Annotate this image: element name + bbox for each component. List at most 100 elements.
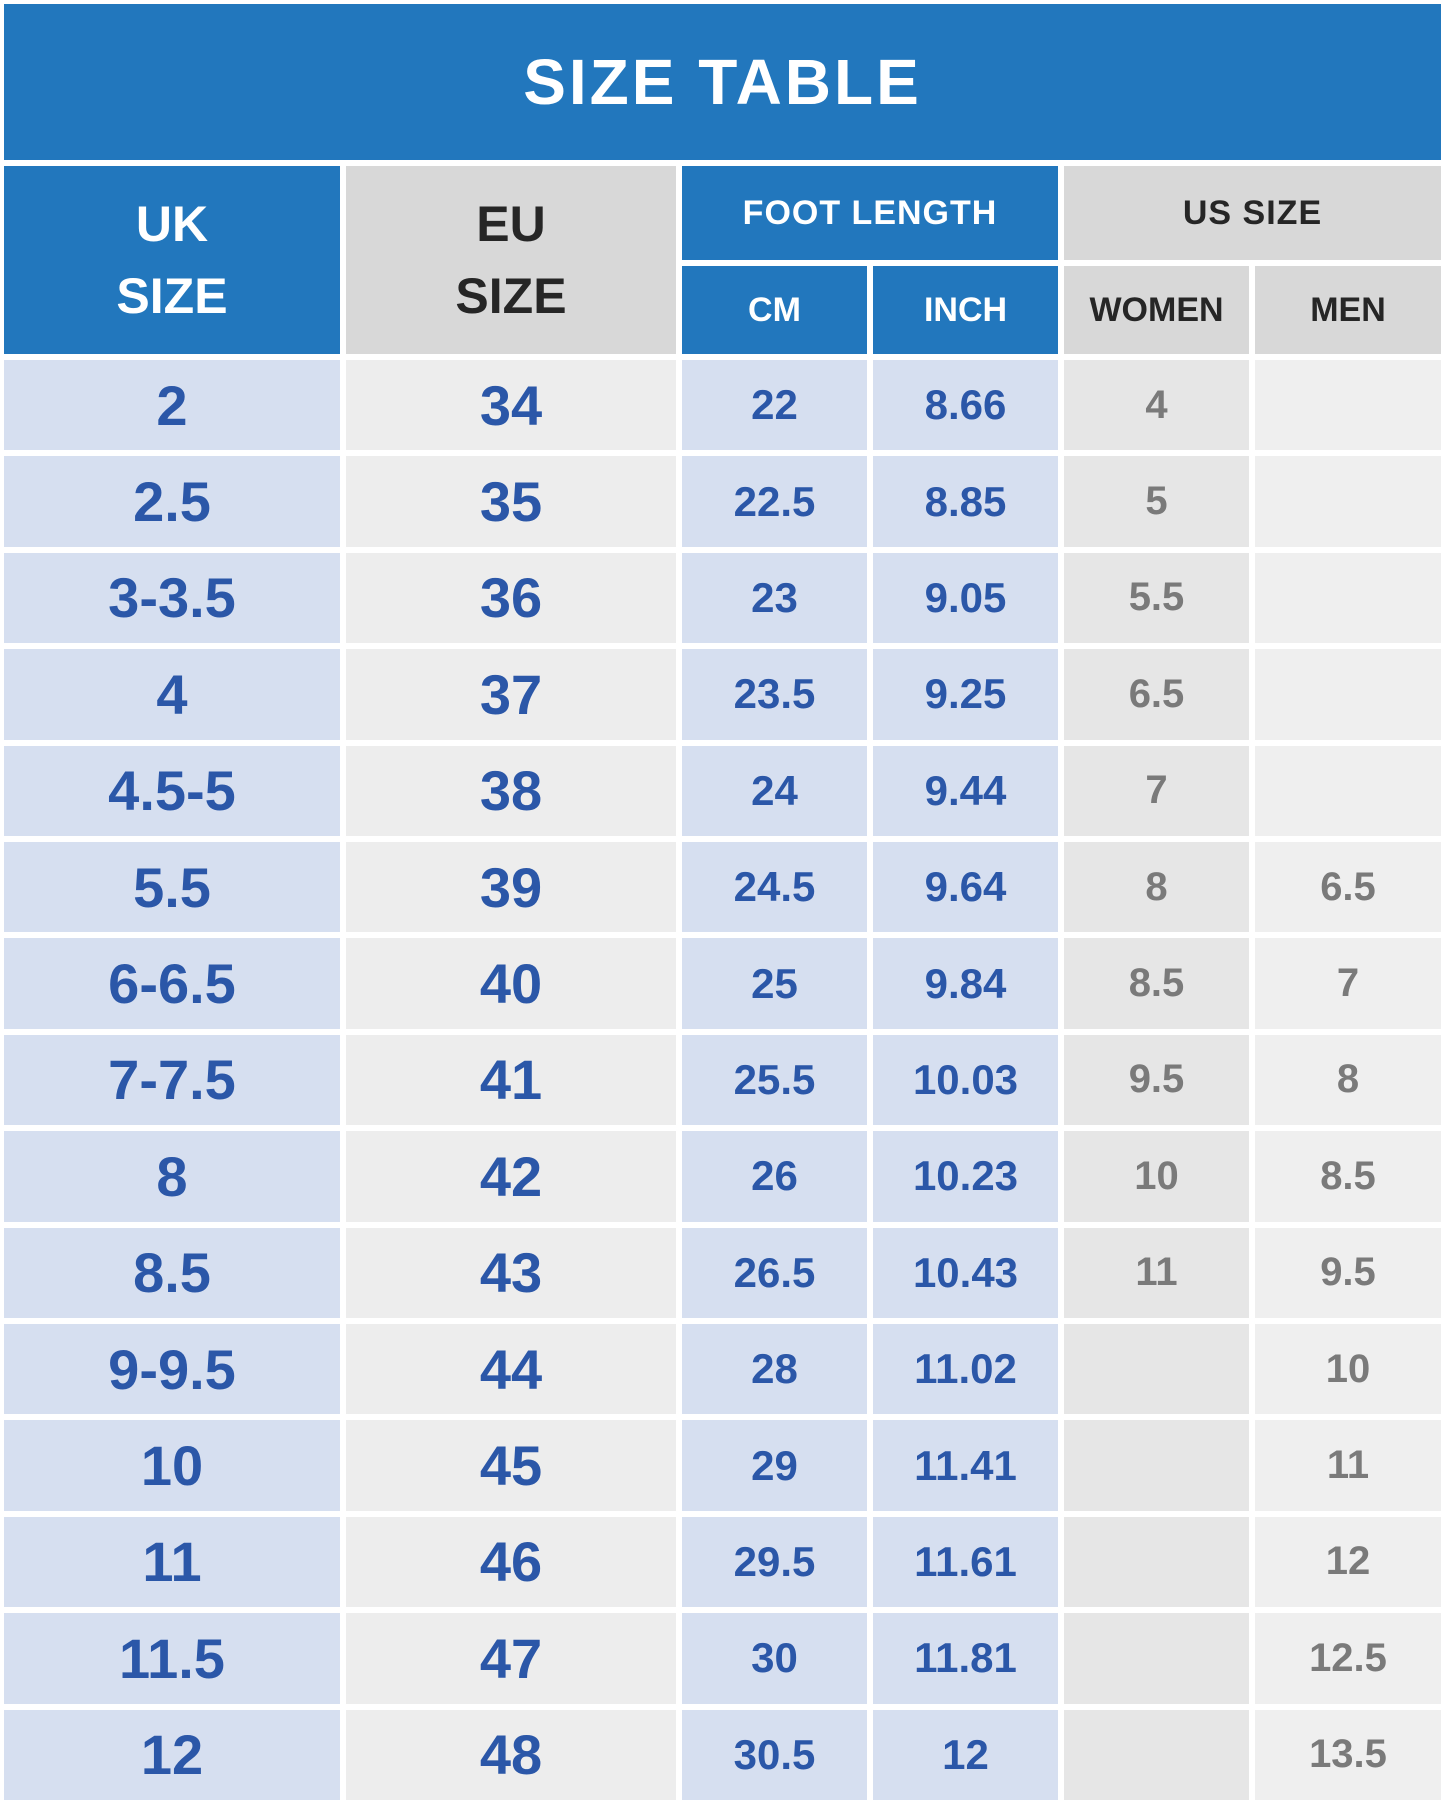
cell-eu-size: 47: [346, 1613, 676, 1704]
table-header: UK SIZE EU SIZE FOOT LENGTH US SIZE CM I…: [4, 166, 1441, 354]
cell-us-size-men: 8: [1255, 1034, 1441, 1126]
cell-foot-length-cm: 25: [682, 938, 867, 1029]
header-uk-line2: SIZE: [116, 268, 228, 324]
header-eu-line2: SIZE: [455, 268, 567, 324]
cell-uk-size: 7-7.5: [4, 1034, 340, 1126]
cell-us-size-women: 9.5: [1064, 1034, 1249, 1126]
cell-uk-size: 6-6.5: [4, 938, 340, 1029]
cell-eu-size: 42: [346, 1131, 676, 1222]
cell-foot-length-cm: 28: [682, 1324, 867, 1415]
table-body: 2 34 22 8.66 4 2.5 35 22.5 8.85 5 3-3.5 …: [4, 360, 1441, 1800]
cell-uk-size: 8.5: [4, 1227, 340, 1318]
cell-foot-length-cm: 29.5: [682, 1516, 867, 1608]
cell-foot-length-cm: 22: [682, 360, 867, 451]
cell-eu-size: 40: [346, 938, 676, 1029]
cell-eu-size: 35: [346, 456, 676, 547]
cell-us-size-men: 12.5: [1255, 1613, 1441, 1704]
cell-us-size-men: [1255, 456, 1441, 547]
cell-us-size-women: [1064, 1420, 1249, 1511]
cell-us-size-men: 10: [1255, 1324, 1441, 1415]
cell-us-size-women: 5.5: [1064, 552, 1249, 644]
cell-us-size-men: 11: [1255, 1420, 1441, 1511]
cell-us-size-men: 13.5: [1255, 1709, 1441, 1800]
header-eu-line1: EU: [476, 195, 546, 252]
cell-foot-length-inch: 11.41: [873, 1420, 1058, 1511]
cell-foot-length-cm: 23.5: [682, 649, 867, 740]
cell-us-size-women: [1064, 1516, 1249, 1608]
cell-foot-length-inch: 9.25: [873, 649, 1058, 740]
cell-us-size-women: 11: [1064, 1227, 1249, 1318]
table-title: SIZE TABLE: [523, 46, 922, 118]
cell-foot-length-inch: 9.05: [873, 552, 1058, 644]
cell-uk-size: 3-3.5: [4, 552, 340, 644]
cell-us-size-men: 9.5: [1255, 1227, 1441, 1318]
cell-eu-size: 36: [346, 552, 676, 644]
cell-foot-length-inch: 9.84: [873, 938, 1058, 1029]
cell-eu-size: 48: [346, 1709, 676, 1800]
cell-eu-size: 38: [346, 745, 676, 836]
cell-foot-length-cm: 29: [682, 1420, 867, 1511]
cell-us-size-men: [1255, 552, 1441, 644]
cell-foot-length-inch: 10.03: [873, 1034, 1058, 1126]
cell-us-size-women: [1064, 1324, 1249, 1415]
cell-us-size-women: 10: [1064, 1131, 1249, 1222]
cell-foot-length-cm: 24.5: [682, 842, 867, 933]
header-inch: INCH: [873, 266, 1058, 354]
cell-foot-length-cm: 24: [682, 745, 867, 836]
cell-uk-size: 8: [4, 1131, 340, 1222]
cell-foot-length-inch: 11.02: [873, 1324, 1058, 1415]
cell-eu-size: 44: [346, 1324, 676, 1415]
cell-uk-size: 11.5: [4, 1613, 340, 1704]
cell-uk-size: 4.5-5: [4, 745, 340, 836]
header-cm: CM: [682, 266, 867, 354]
header-uk-line1: UK: [135, 195, 209, 252]
header-eu-size: EU SIZE: [346, 166, 676, 354]
cell-eu-size: 37: [346, 649, 676, 740]
cell-foot-length-inch: 11.61: [873, 1516, 1058, 1608]
cell-foot-length-cm: 25.5: [682, 1034, 867, 1126]
cell-us-size-women: 7: [1064, 745, 1249, 836]
cell-uk-size: 2: [4, 360, 340, 451]
cell-us-size-women: [1064, 1709, 1249, 1800]
header-foot-length: FOOT LENGTH: [682, 166, 1058, 260]
cell-foot-length-cm: 22.5: [682, 456, 867, 547]
header-us-size: US SIZE: [1064, 166, 1441, 260]
cell-us-size-men: [1255, 745, 1441, 836]
cell-foot-length-cm: 26: [682, 1131, 867, 1222]
cell-us-size-men: 6.5: [1255, 842, 1441, 933]
cell-foot-length-cm: 26.5: [682, 1227, 867, 1318]
cell-us-size-men: 8.5: [1255, 1131, 1441, 1222]
header-uk-size: UK SIZE: [4, 166, 340, 354]
cell-foot-length-inch: 11.81: [873, 1613, 1058, 1704]
cell-foot-length-inch: 9.44: [873, 745, 1058, 836]
cell-foot-length-inch: 8.66: [873, 360, 1058, 451]
cell-foot-length-inch: 8.85: [873, 456, 1058, 547]
cell-uk-size: 5.5: [4, 842, 340, 933]
cell-foot-length-inch: 10.23: [873, 1131, 1058, 1222]
cell-eu-size: 41: [346, 1034, 676, 1126]
cell-us-size-men: 7: [1255, 938, 1441, 1029]
cell-eu-size: 39: [346, 842, 676, 933]
cell-foot-length-cm: 23: [682, 552, 867, 644]
cell-foot-length-cm: 30.5: [682, 1709, 867, 1800]
cell-uk-size: 12: [4, 1709, 340, 1800]
cell-us-size-women: [1064, 1613, 1249, 1704]
cell-eu-size: 45: [346, 1420, 676, 1511]
cell-us-size-women: 4: [1064, 360, 1249, 451]
cell-us-size-men: [1255, 360, 1441, 451]
cell-eu-size: 34: [346, 360, 676, 451]
cell-eu-size: 46: [346, 1516, 676, 1608]
cell-us-size-women: 6.5: [1064, 649, 1249, 740]
cell-uk-size: 2.5: [4, 456, 340, 547]
cell-us-size-women: 5: [1064, 456, 1249, 547]
cell-foot-length-inch: 10.43: [873, 1227, 1058, 1318]
cell-us-size-men: [1255, 649, 1441, 740]
cell-foot-length-inch: 9.64: [873, 842, 1058, 933]
cell-us-size-women: 8: [1064, 842, 1249, 933]
cell-us-size-men: 12: [1255, 1516, 1441, 1608]
table-title-bar: SIZE TABLE: [4, 4, 1441, 160]
cell-uk-size: 4: [4, 649, 340, 740]
cell-foot-length-cm: 30: [682, 1613, 867, 1704]
cell-foot-length-inch: 12: [873, 1709, 1058, 1800]
